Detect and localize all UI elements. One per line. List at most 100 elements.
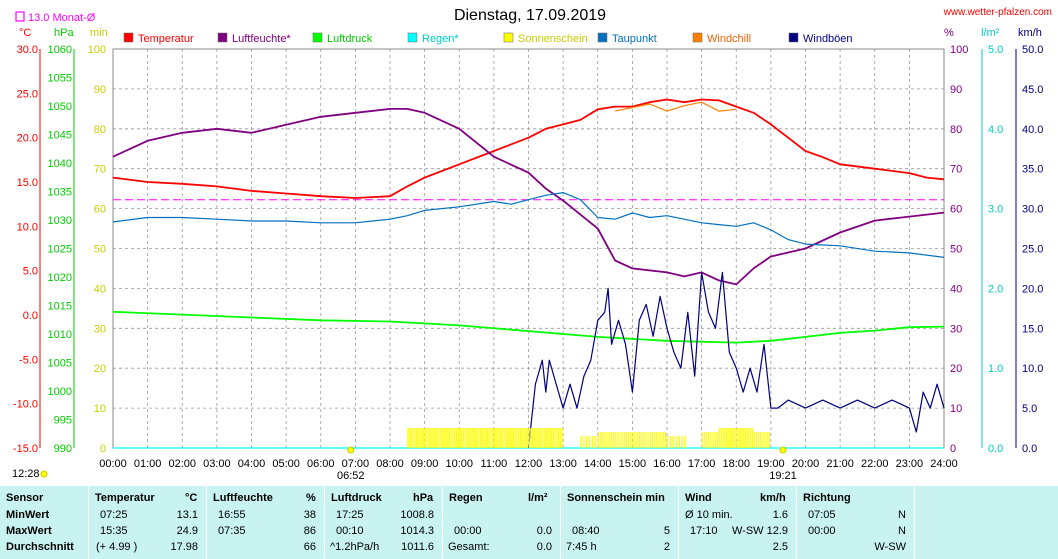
- sun-bar: [481, 428, 483, 448]
- table-row: MaxWert 15:35 24.9 07:35 86 00:10 1014.3…: [0, 525, 1058, 542]
- sun-bar: [743, 428, 745, 448]
- axis-tick-min: 10: [94, 403, 106, 415]
- sun-bar: [658, 432, 660, 448]
- legend-entry: Windböen: [803, 33, 853, 45]
- header-wind-unit: km/h: [760, 492, 786, 504]
- sun-bar: [718, 428, 721, 448]
- sun-bar: [409, 428, 411, 448]
- axis-tick-hpa: 1040: [48, 158, 72, 170]
- unit-label-hpa: hPa: [54, 27, 74, 39]
- legend-swatch: [692, 32, 703, 43]
- cell-druck-time: 00:10: [336, 525, 364, 537]
- cell-feuchte-time: 07:35: [218, 525, 246, 537]
- sun-bar: [519, 428, 522, 448]
- sun-bar: [490, 428, 492, 448]
- sun-bar: [672, 436, 675, 448]
- x-tick-label: 00:00: [99, 458, 127, 470]
- sun-bar: [492, 428, 494, 448]
- axis-tick-kmh: 50.0: [1022, 44, 1043, 56]
- sun-bar: [734, 428, 736, 448]
- sun-bar: [445, 428, 447, 448]
- sun-bar: [542, 428, 544, 448]
- cell-feuchte-time: 16:55: [218, 509, 246, 521]
- sun-bar: [766, 432, 768, 448]
- axis-tick-temp: 10.0: [17, 221, 38, 233]
- sun-bar: [436, 428, 438, 448]
- sun-bar: [486, 428, 489, 448]
- sun-bar: [701, 432, 703, 448]
- sun-bar: [462, 428, 464, 448]
- cell-regen-time: 00:00: [454, 525, 482, 537]
- sunset-time: 19:21: [769, 470, 797, 482]
- header-regen-unit: l/m²: [528, 492, 548, 504]
- sun-bar: [504, 428, 506, 448]
- sun-bar: [610, 432, 612, 448]
- sun-bar: [514, 428, 516, 448]
- cell-druck-val: 1011.6: [401, 541, 434, 553]
- sun-bar: [731, 428, 733, 448]
- sun-bar: [476, 428, 478, 448]
- sun-bar: [438, 428, 440, 448]
- sun-bar: [493, 428, 496, 448]
- sun-bar: [656, 432, 658, 448]
- sun-bar: [518, 428, 520, 448]
- sun-bar: [483, 428, 485, 448]
- axis-tick-kmh: 15.0: [1022, 323, 1043, 335]
- header-wind: Wind: [685, 492, 712, 504]
- sun-bar: [424, 428, 426, 448]
- sun-bar: [675, 436, 678, 448]
- sun-bar: [537, 428, 539, 448]
- sun-bar: [617, 432, 619, 448]
- sun-bar: [628, 432, 630, 448]
- axis-tick-kmh: 35.0: [1022, 164, 1043, 176]
- sun-bar: [429, 428, 432, 448]
- sun-bar: [460, 428, 463, 448]
- monat-avg-icon: [15, 11, 25, 22]
- weather-chart: Dienstag, 17.09.2019 www.wetter-pfalzen.…: [12, 7, 1052, 482]
- axis-tick-temp: 0.0: [23, 310, 38, 322]
- chart-title: Dienstag, 17.09.2019: [454, 7, 606, 24]
- sun-bar: [441, 428, 444, 448]
- sun-bar: [535, 428, 537, 448]
- cell-druck-time: ^1.2hPa/h: [330, 541, 380, 553]
- axis-tick-min: 30: [94, 323, 106, 335]
- sun-bar: [654, 432, 656, 448]
- sun-bar: [660, 432, 662, 448]
- axis-tick-pct: 90: [950, 84, 962, 96]
- axis-tick-pct: 30: [950, 323, 962, 335]
- sun-bar: [597, 432, 599, 448]
- axis-tick-min: 80: [94, 124, 106, 136]
- x-tick-label: 20:00: [792, 458, 820, 470]
- sun-bar: [737, 428, 740, 448]
- sun-bar: [512, 428, 515, 448]
- sun-bar: [615, 432, 617, 448]
- axis-tick-hpa: 1020: [48, 272, 72, 284]
- sun-bar: [757, 432, 760, 448]
- axis-tick-hpa: 1015: [48, 301, 72, 313]
- sun-bar: [727, 428, 729, 448]
- cell-wind-val: W-SW 12.9: [731, 525, 788, 537]
- sun-bar: [636, 432, 638, 448]
- axis-tick-lm2: 5.0: [988, 44, 1003, 56]
- sun-bar: [768, 432, 770, 448]
- axis-tick-lm2: 1.0: [988, 363, 1003, 375]
- axis-tick-hpa: 1060: [48, 44, 72, 56]
- x-tick-label: 24:00: [930, 458, 958, 470]
- cell-wind-val: 2.5: [772, 541, 788, 553]
- sun-bar: [502, 428, 504, 448]
- website-link[interactable]: www.wetter-pfalzen.com: [943, 7, 1052, 18]
- sun-bar: [426, 428, 428, 448]
- legend-swatch: [217, 32, 228, 43]
- table-row: Durchschnitt (+ 4.99 ) 17.98 66 ^1.2hPa/…: [0, 541, 1058, 558]
- cell-sonne-val: 5: [663, 525, 670, 537]
- header-luftdruck-unit: hPa: [413, 492, 434, 504]
- monat-avg-label: 13.0 Monat-Ø: [28, 12, 96, 24]
- sun-bar: [415, 428, 418, 448]
- sun-bar: [664, 432, 667, 448]
- header-sonnenschein: Sonnenschein min: [567, 492, 665, 504]
- sun-bar: [612, 432, 615, 448]
- sunrise-time: 06:52: [337, 470, 365, 482]
- sun-bar: [741, 428, 743, 448]
- cell-feuchte-val: 66: [303, 541, 316, 553]
- axis-tick-min: 0: [100, 443, 106, 455]
